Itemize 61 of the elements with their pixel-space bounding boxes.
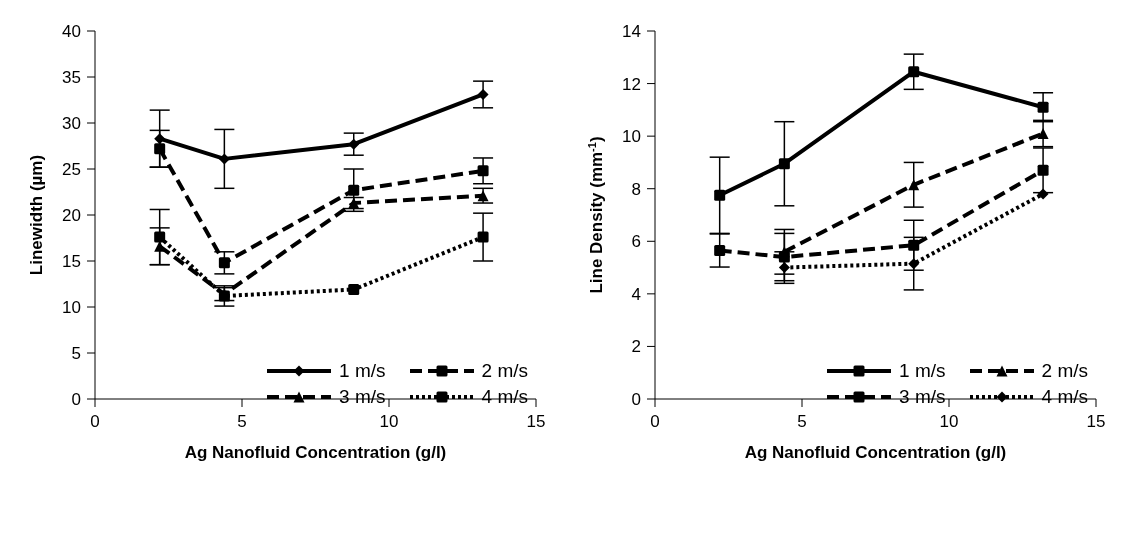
y-tick-label: 30 xyxy=(62,114,81,134)
legend-label: 1 m/s xyxy=(339,360,386,382)
point xyxy=(1037,188,1049,200)
x-axis-title: Ag Nanofluid Concentration (g/l) xyxy=(184,443,447,462)
y-tick-label: 25 xyxy=(62,160,81,180)
point xyxy=(477,165,489,177)
y-tick-label: 40 xyxy=(62,22,81,42)
x-tick-label: 0 xyxy=(650,412,660,432)
point xyxy=(908,179,920,191)
point xyxy=(348,284,360,296)
legend-label: 1 m/s xyxy=(899,360,946,382)
point xyxy=(218,257,230,269)
point xyxy=(477,190,489,202)
x-tick-label: 15 xyxy=(1086,412,1106,432)
point xyxy=(154,133,166,145)
point xyxy=(218,153,230,165)
y-tick-label: 14 xyxy=(622,22,641,42)
point xyxy=(1037,128,1049,140)
legend-label: 4 m/s xyxy=(481,386,528,408)
legend-label: 2 m/s xyxy=(1041,360,1088,382)
y-tick-label: 0 xyxy=(71,390,81,410)
y-tick-label: 10 xyxy=(62,298,81,318)
x-tick-label: 10 xyxy=(939,412,959,432)
legend-label: 3 m/s xyxy=(899,386,946,408)
x-tick-label: 0 xyxy=(90,412,100,432)
legend-label: 2 m/s xyxy=(481,360,528,382)
point xyxy=(908,66,920,78)
legend-label: 4 m/s xyxy=(1041,386,1088,408)
point xyxy=(1037,164,1049,176)
y-tick-label: 15 xyxy=(62,252,81,272)
point xyxy=(778,251,790,263)
point xyxy=(477,88,489,100)
x-tick-label: 15 xyxy=(526,412,546,432)
y-axis-title: Linewidth (µm) xyxy=(27,154,46,276)
point xyxy=(154,143,166,155)
x-tick-label: 5 xyxy=(797,412,807,432)
point xyxy=(778,262,790,274)
point xyxy=(714,244,726,256)
point xyxy=(778,158,790,170)
point xyxy=(477,231,489,243)
y-tick-label: 35 xyxy=(62,68,81,88)
y-tick-label: 8 xyxy=(631,179,641,199)
legend-label: 3 m/s xyxy=(339,386,386,408)
point xyxy=(908,258,920,270)
y-tick-label: 5 xyxy=(71,344,81,364)
point xyxy=(154,231,166,243)
y-tick-label: 2 xyxy=(631,337,641,357)
y-tick-label: 12 xyxy=(622,74,641,94)
y-tick-label: 20 xyxy=(62,206,81,226)
point xyxy=(348,138,360,150)
x-tick-label: 5 xyxy=(237,412,247,432)
point xyxy=(1037,101,1049,113)
point xyxy=(908,239,920,251)
y-tick-label: 0 xyxy=(631,390,641,410)
y-tick-label: 6 xyxy=(631,232,641,252)
x-tick-label: 10 xyxy=(379,412,399,432)
y-tick-label: 10 xyxy=(622,127,641,147)
y-tick-label: 4 xyxy=(631,284,641,304)
point xyxy=(348,184,360,196)
point xyxy=(714,189,726,201)
x-axis-title: Ag Nanofluid Concentration (g/l) xyxy=(744,443,1007,462)
